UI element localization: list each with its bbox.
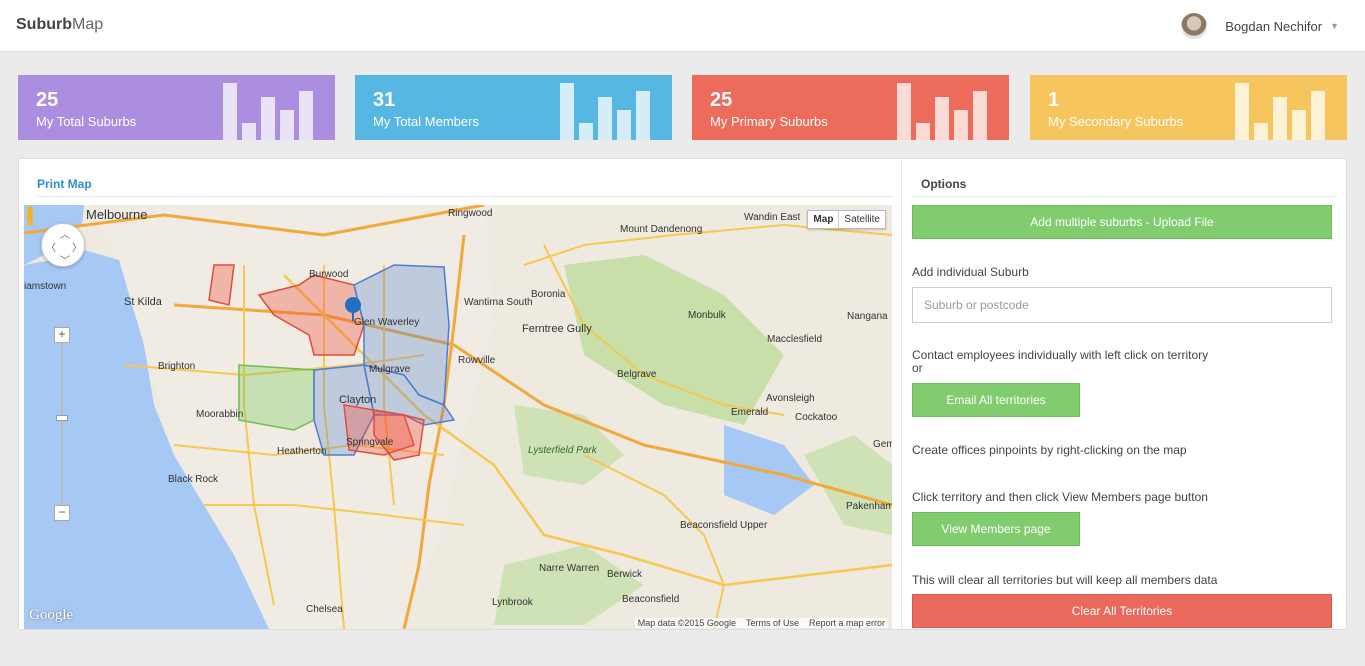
place-label: Heatherton [277, 446, 326, 457]
place-label: Burwood [309, 269, 348, 280]
divider [912, 196, 1337, 197]
place-label: Nangana [847, 311, 888, 322]
pan-up-icon[interactable]: ︿ [60, 230, 70, 241]
clear-territories-button[interactable]: Clear All Territories [912, 594, 1332, 628]
print-map-link[interactable]: Print Map [37, 177, 92, 191]
members-text: Click territory and then click View Memb… [912, 490, 1208, 504]
place-label: Glen Waverley [354, 317, 419, 328]
place-label: Berwick [607, 569, 643, 580]
street-view-pegman-icon[interactable] [24, 205, 36, 227]
options-title: Options [921, 177, 967, 191]
map-pane: Print Map [19, 159, 902, 629]
stat-value: 31 [373, 89, 396, 111]
upload-file-button[interactable]: Add multiple suburbs - Upload File [912, 205, 1332, 239]
bar-chart-icon [560, 83, 660, 140]
place-label: Ferntree Gully [522, 323, 592, 335]
suburb-input[interactable] [912, 287, 1332, 323]
contact-text: Contact employees individually with left… [912, 348, 1209, 362]
place-label: Emerald [731, 407, 768, 418]
contact-or-text: or [912, 361, 923, 375]
map-background[interactable]: Melbourne St Kilda Brighton Moorabbin Bl… [24, 205, 892, 629]
bar-chart-icon [897, 83, 997, 140]
place-label: Boronia [531, 289, 566, 300]
map-type-control[interactable]: Map Satellite [807, 210, 886, 229]
stat-card-total-suburbs: 25 My Total Suburbs [18, 75, 335, 140]
place-label: Lysterfield Park [528, 445, 598, 456]
zoom-out-button[interactable]: − [54, 505, 70, 521]
place-label: Chelsea [306, 604, 343, 615]
terms-link[interactable]: Terms of Use [745, 618, 799, 628]
place-label: Moorabbin [196, 409, 243, 420]
attribution-data: Map data ©2015 Google [637, 618, 736, 628]
user-menu[interactable]: Bogdan Nechifor ▼ [1181, 12, 1339, 40]
stat-value: 25 [36, 89, 59, 111]
pan-left-icon[interactable]: 〈 [46, 243, 56, 254]
stat-label: My Secondary Suburbs [1048, 114, 1184, 129]
place-label: Clayton [339, 394, 376, 406]
place-label: Beaconsfield Upper [680, 520, 768, 531]
add-individual-label: Add individual Suburb [912, 265, 1029, 279]
place-label: Springvale [346, 437, 394, 448]
pan-down-icon[interactable]: ﹀ [60, 256, 70, 267]
stat-label: My Total Members [373, 114, 479, 129]
place-label: Melbourne [86, 207, 147, 222]
zoom-control[interactable]: + − [54, 327, 70, 521]
view-members-button[interactable]: View Members page [912, 512, 1080, 546]
place-label: Rowville [458, 355, 496, 366]
pan-right-icon[interactable]: 〉 [72, 243, 82, 254]
place-label: Brighton [158, 361, 195, 372]
bar-chart-icon [1235, 83, 1335, 140]
map-type-map-button[interactable]: Map [808, 211, 840, 228]
place-label: Gem [873, 439, 892, 450]
place-label: Wantirna South [464, 297, 533, 308]
brand-logo[interactable]: SuburbMap [16, 16, 104, 33]
clear-text: This will clear all territories but will… [912, 573, 1218, 587]
zoom-in-button[interactable]: + [54, 327, 70, 343]
stat-card-secondary-suburbs: 1 My Secondary Suburbs [1030, 75, 1347, 140]
place-label: Lynbrook [492, 597, 534, 608]
map-type-satellite-button[interactable]: Satellite [844, 214, 880, 225]
divider [37, 196, 892, 197]
stat-card-primary-suburbs: 25 My Primary Suburbs [692, 75, 1009, 140]
place-label: Avonsleigh [766, 393, 815, 404]
email-all-button[interactable]: Email All territories [912, 383, 1080, 417]
place-label: iamstown [24, 281, 66, 292]
zoom-track[interactable] [61, 343, 63, 505]
place-label: Pakenham Upper [846, 501, 892, 512]
place-label: Black Rock [168, 474, 219, 485]
place-label: Macclesfield [767, 334, 822, 345]
place-label: Monbulk [688, 310, 727, 321]
stat-card-total-members: 31 My Total Members [355, 75, 672, 140]
map-attribution: Map data ©2015 Google Terms of Use Repor… [634, 618, 888, 628]
avatar[interactable] [1181, 13, 1208, 39]
top-navbar: SuburbMap Bogdan Nechifor ▼ [0, 0, 1365, 52]
place-label: Cockatoo [795, 412, 838, 423]
place-label: Wandin East [744, 212, 801, 223]
stats-row: 25 My Total Suburbs 31 My Total Members … [18, 75, 1347, 140]
place-label: Mount Dandenong [620, 224, 702, 235]
map-canvas[interactable]: Melbourne St Kilda Brighton Moorabbin Bl… [24, 205, 892, 629]
stat-value: 25 [710, 89, 733, 111]
chevron-down-icon[interactable]: ▼ [1330, 21, 1339, 31]
pan-control[interactable]: ︿ ﹀ 〈 〉 [41, 223, 85, 267]
google-logo: Google [29, 607, 74, 623]
place-label: Mulgrave [369, 364, 411, 375]
place-label: Ringwood [448, 208, 492, 219]
place-label: Belgrave [617, 369, 657, 380]
main-panel: Print Map [18, 158, 1347, 630]
stat-value: 1 [1048, 89, 1060, 111]
stat-label: My Primary Suburbs [710, 114, 828, 129]
place-label: Beaconsfield [622, 594, 679, 605]
bar-chart-icon [223, 83, 323, 140]
options-pane: Options Add multiple suburbs - Upload Fi… [903, 159, 1347, 629]
stat-label: My Total Suburbs [36, 114, 137, 129]
place-label: Narre Warren [539, 563, 599, 574]
zoom-slider-handle[interactable] [56, 415, 68, 421]
offices-text: Create offices pinpoints by right-clicki… [912, 443, 1187, 457]
place-label: St Kilda [124, 296, 163, 308]
report-error-link[interactable]: Report a map error [808, 618, 885, 628]
user-name[interactable]: Bogdan Nechifor [1225, 18, 1323, 34]
